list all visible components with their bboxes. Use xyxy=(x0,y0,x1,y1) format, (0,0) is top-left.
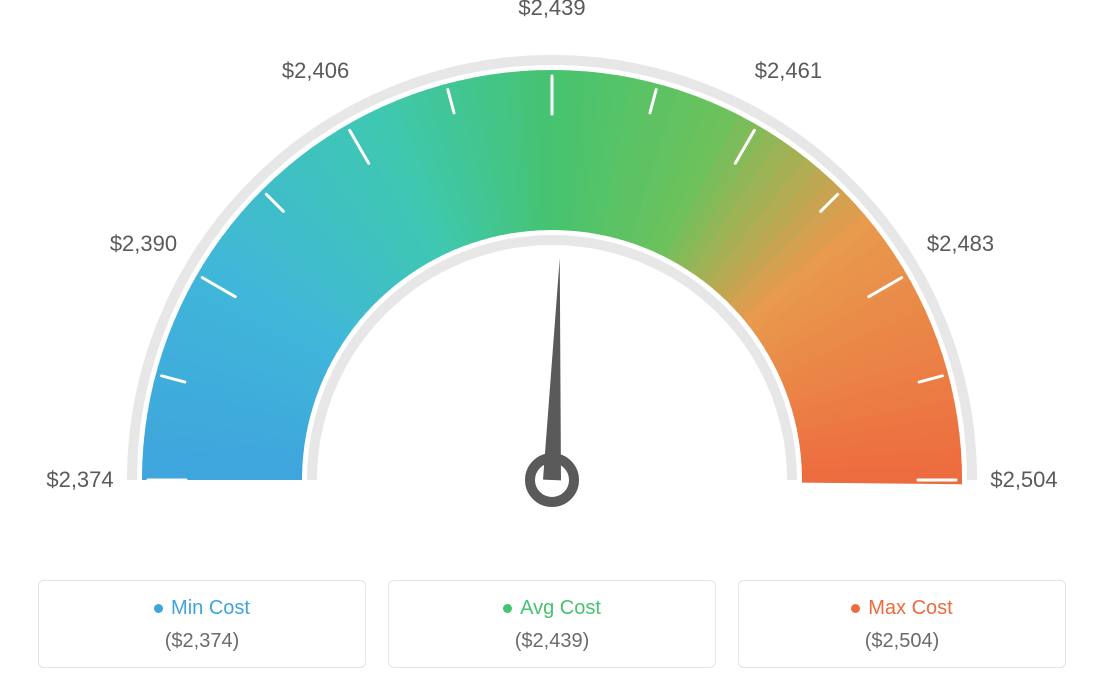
chart-container: $2,374 $2,390 $2,406 $2,439 $2,461 $2,483 $2,5… xyxy=(0,0,1104,690)
gauge-svg xyxy=(0,0,1104,560)
legend-avg-title-row: Avg Cost xyxy=(503,597,601,620)
gauge-tick-label: $2,504 xyxy=(990,467,1057,493)
legend-max-dot xyxy=(851,604,860,613)
legend-min-title: Min Cost xyxy=(171,597,250,620)
legend-avg-box: Avg Cost ($2,439) xyxy=(388,580,716,668)
legend-min-box: Min Cost ($2,374) xyxy=(38,580,366,668)
legend-row: Min Cost ($2,374) Avg Cost ($2,439) Max … xyxy=(0,580,1104,668)
legend-max-box: Max Cost ($2,504) xyxy=(738,580,1066,668)
gauge-tick-label: $2,439 xyxy=(518,0,585,21)
legend-avg-title: Avg Cost xyxy=(520,597,601,620)
legend-max-value: ($2,504) xyxy=(751,630,1053,653)
legend-max-title: Max Cost xyxy=(868,597,952,620)
legend-min-value: ($2,374) xyxy=(51,630,353,653)
legend-min-title-row: Min Cost xyxy=(154,597,250,620)
gauge-tick-label: $2,461 xyxy=(755,58,822,84)
legend-avg-value: ($2,439) xyxy=(401,630,703,653)
gauge-tick-label: $2,374 xyxy=(46,467,113,493)
gauge-tick-label: $2,483 xyxy=(927,231,994,257)
gauge-tick-label: $2,406 xyxy=(282,58,349,84)
legend-avg-dot xyxy=(503,604,512,613)
gauge-tick-label: $2,390 xyxy=(110,231,177,257)
legend-min-dot xyxy=(154,604,163,613)
legend-max-title-row: Max Cost xyxy=(851,597,952,620)
gauge-area: $2,374 $2,390 $2,406 $2,439 $2,461 $2,483 $2,5… xyxy=(0,0,1104,560)
